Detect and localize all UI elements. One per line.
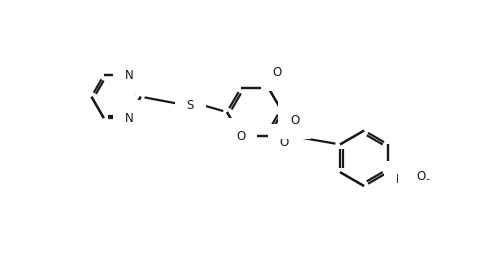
Text: O: O — [236, 130, 246, 142]
Text: O: O — [410, 183, 420, 196]
Text: S: S — [186, 99, 194, 113]
Text: N: N — [125, 112, 134, 124]
Text: +: + — [400, 178, 408, 188]
Text: O: O — [280, 136, 288, 149]
Text: O: O — [416, 169, 426, 183]
Text: N: N — [396, 172, 404, 186]
Text: O: O — [290, 114, 300, 127]
Text: O: O — [272, 66, 281, 79]
Text: N: N — [125, 69, 134, 82]
Text: -: - — [426, 174, 430, 184]
